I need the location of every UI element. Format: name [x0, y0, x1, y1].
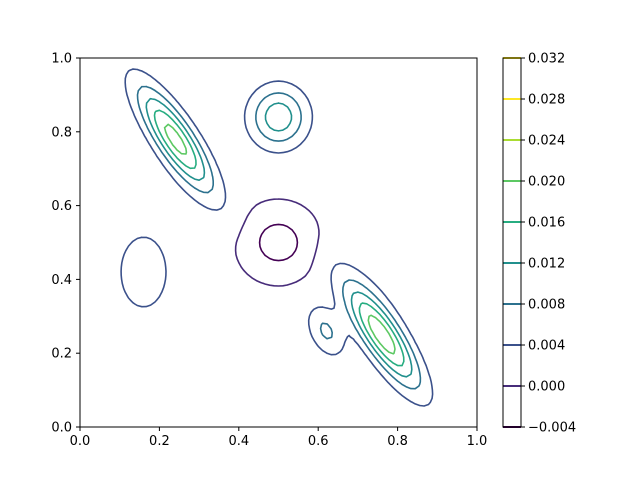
colorbar: −0.004 0.000 0.004 0.008 0.012 0.016 0.020 0.02…: [502, 52, 576, 436]
colorbar-tick-label: −0.004: [528, 421, 576, 436]
colorbar-tick-label: 0.004: [528, 339, 565, 354]
contour-level-6: [163, 123, 396, 355]
contour-level-5: [153, 109, 405, 367]
colorbar-tick-label: 0.000: [528, 380, 565, 395]
colorbar-tick-label: 0.020: [528, 175, 565, 190]
y-tick-label: 0.2: [51, 347, 72, 362]
x-tick-label: 0.0: [70, 434, 91, 449]
contour-level-1: [234, 198, 320, 287]
colorbar-level-lines: [503, 57, 521, 428]
colorbar-tick-label: 0.028: [528, 93, 565, 108]
colorbar-tick-label: 0.016: [528, 216, 565, 231]
x-tick-label: 0.4: [228, 434, 249, 449]
plot-frame: [79, 57, 478, 428]
y-tick-label: 0.4: [51, 273, 72, 288]
y-tick-label: 0.8: [51, 125, 72, 140]
colorbar-tick-label: 0.024: [528, 134, 565, 149]
contour-level-3: [136, 85, 422, 390]
y-tick-label: 0.6: [51, 199, 72, 214]
contour-lines: [120, 68, 434, 407]
y-axis: 0.0 0.2 0.4 0.6 0.8 1.0: [51, 52, 80, 436]
colorbar-ticks: −0.004 0.000 0.004 0.008 0.012 0.016 0.020 0.02…: [521, 52, 576, 436]
colorbar-tick-label: 0.032: [528, 52, 565, 67]
colorbar-tick-label: 0.012: [528, 257, 565, 272]
y-tick-label: 0.0: [51, 421, 72, 436]
contour-level-2: [120, 68, 434, 407]
x-tick-label: 0.8: [387, 434, 408, 449]
contour-level-4: [145, 97, 413, 378]
contour-level-0: [258, 223, 299, 262]
x-tick-label: 1.0: [467, 434, 488, 449]
x-tick-label: 0.2: [149, 434, 170, 449]
colorbar-tick-label: 0.008: [528, 298, 565, 313]
x-axis: 0.0 0.2 0.4 0.6 0.8 1.0: [70, 427, 488, 449]
y-tick-label: 1.0: [51, 52, 72, 67]
x-tick-label: 0.6: [308, 434, 329, 449]
colorbar-frame: [502, 57, 522, 428]
